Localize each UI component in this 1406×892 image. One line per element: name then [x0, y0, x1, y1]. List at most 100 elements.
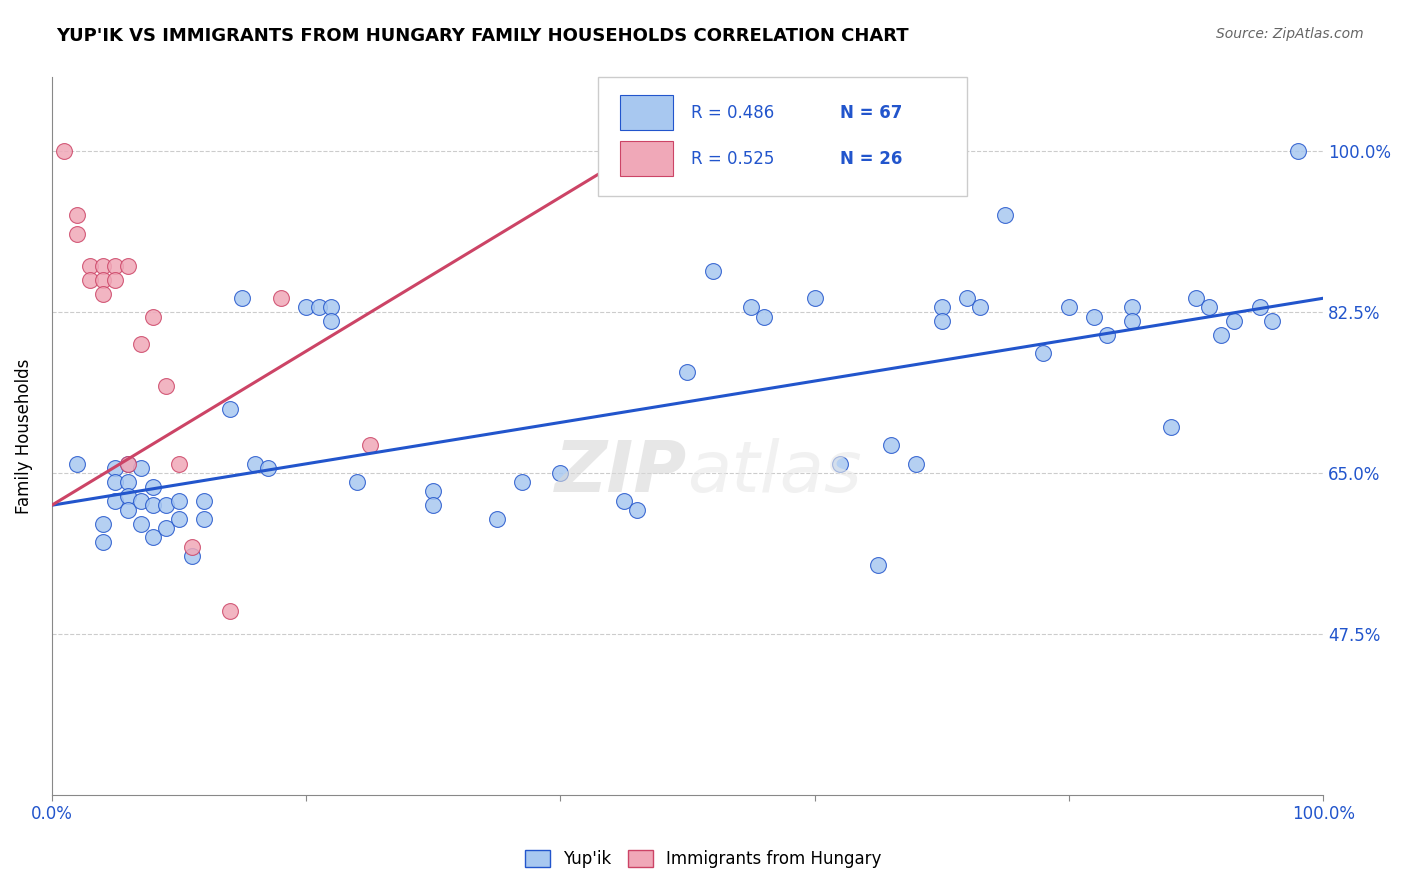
Point	[905, 457, 928, 471]
Bar	[620, 141, 673, 176]
Point	[931, 314, 953, 328]
Point	[1057, 301, 1080, 315]
Text: Source: ZipAtlas.com: Source: ZipAtlas.com	[1216, 27, 1364, 41]
Point	[104, 461, 127, 475]
Point	[66, 209, 89, 223]
Point	[1261, 314, 1284, 328]
Point	[129, 461, 152, 475]
Point	[91, 273, 114, 287]
Point	[257, 461, 280, 475]
Point	[193, 512, 215, 526]
Point	[1286, 144, 1309, 158]
Point	[1121, 301, 1143, 315]
Point	[422, 498, 444, 512]
Point	[91, 259, 114, 273]
Point	[155, 498, 177, 512]
Point	[1185, 291, 1208, 305]
Point	[994, 209, 1017, 223]
Point	[1032, 346, 1054, 360]
Point	[91, 516, 114, 531]
Point	[218, 401, 240, 416]
Point	[1121, 314, 1143, 328]
Point	[868, 558, 890, 572]
Point	[346, 475, 368, 490]
Point	[321, 314, 343, 328]
Point	[117, 259, 139, 273]
Point	[626, 503, 648, 517]
Point	[142, 498, 165, 512]
Point	[117, 457, 139, 471]
Point	[193, 493, 215, 508]
Point	[613, 493, 636, 508]
Point	[231, 291, 253, 305]
Point	[104, 273, 127, 287]
Point	[676, 365, 699, 379]
Legend: Yup'ik, Immigrants from Hungary: Yup'ik, Immigrants from Hungary	[517, 843, 889, 875]
Point	[167, 493, 190, 508]
Point	[180, 549, 202, 563]
Point	[308, 301, 330, 315]
Point	[66, 227, 89, 241]
Point	[1083, 310, 1105, 324]
Point	[1160, 420, 1182, 434]
Point	[129, 337, 152, 351]
Point	[828, 457, 851, 471]
Point	[104, 493, 127, 508]
Point	[142, 480, 165, 494]
Point	[510, 475, 533, 490]
Point	[702, 263, 724, 277]
Point	[117, 489, 139, 503]
Point	[91, 535, 114, 549]
Point	[752, 310, 775, 324]
Point	[79, 259, 101, 273]
Point	[91, 286, 114, 301]
Point	[422, 484, 444, 499]
Text: atlas: atlas	[688, 438, 862, 507]
FancyBboxPatch shape	[599, 78, 967, 196]
Point	[104, 259, 127, 273]
Point	[803, 291, 825, 305]
Text: ZIP: ZIP	[555, 438, 688, 507]
Point	[243, 457, 266, 471]
Point	[142, 310, 165, 324]
Point	[550, 466, 572, 480]
Point	[129, 516, 152, 531]
Text: YUP'IK VS IMMIGRANTS FROM HUNGARY FAMILY HOUSEHOLDS CORRELATION CHART: YUP'IK VS IMMIGRANTS FROM HUNGARY FAMILY…	[56, 27, 908, 45]
Point	[142, 531, 165, 545]
Text: R = 0.525: R = 0.525	[692, 150, 775, 168]
Point	[1198, 301, 1220, 315]
Point	[1095, 328, 1118, 343]
Point	[104, 475, 127, 490]
Point	[1249, 301, 1271, 315]
Text: N = 67: N = 67	[839, 103, 903, 121]
Point	[956, 291, 979, 305]
Point	[155, 378, 177, 392]
Point	[740, 301, 762, 315]
Point	[1211, 328, 1233, 343]
Y-axis label: Family Households: Family Households	[15, 359, 32, 514]
Text: N = 26: N = 26	[839, 150, 903, 168]
Point	[485, 512, 508, 526]
Point	[117, 503, 139, 517]
Point	[167, 512, 190, 526]
Point	[180, 540, 202, 554]
Point	[117, 475, 139, 490]
Text: R = 0.486: R = 0.486	[692, 103, 775, 121]
Point	[167, 457, 190, 471]
Point	[359, 438, 381, 452]
Point	[295, 301, 318, 315]
Point	[969, 301, 991, 315]
Point	[53, 144, 76, 158]
Point	[626, 144, 648, 158]
Point	[880, 438, 903, 452]
Point	[79, 273, 101, 287]
Point	[270, 291, 292, 305]
Bar	[620, 95, 673, 130]
Point	[321, 301, 343, 315]
Point	[931, 301, 953, 315]
Point	[218, 604, 240, 618]
Point	[117, 457, 139, 471]
Point	[129, 493, 152, 508]
Point	[1223, 314, 1246, 328]
Point	[66, 457, 89, 471]
